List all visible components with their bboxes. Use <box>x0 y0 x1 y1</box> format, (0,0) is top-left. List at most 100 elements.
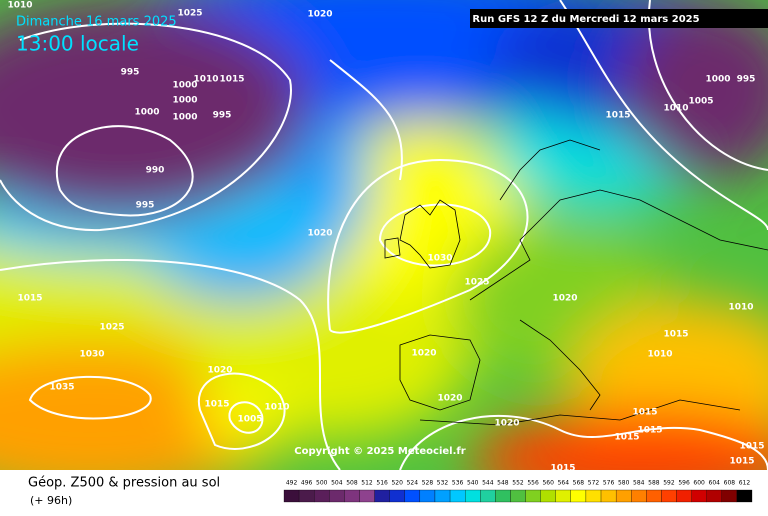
isobar-label: 1015 <box>17 294 42 304</box>
legend-swatch <box>389 489 405 503</box>
legend-swatch <box>615 489 632 503</box>
isobar-label: 1005 <box>688 97 713 107</box>
legend-label: 560 <box>542 480 554 487</box>
legend-label: 584 <box>633 480 645 487</box>
isobar-label: 1010 <box>264 403 289 413</box>
isobar-label: 1010 <box>193 75 218 85</box>
isobar-label: 1015 <box>219 75 244 85</box>
date-label: Dimanche 16 mars 2025 <box>16 15 177 30</box>
legend-label: 524 <box>407 480 419 487</box>
isobar-label: 1000 <box>134 108 159 118</box>
legend-swatch <box>465 489 481 503</box>
legend-swatch <box>480 489 496 503</box>
legend-swatch <box>676 489 692 503</box>
time-label: 13:00 locale <box>16 32 139 56</box>
legend-swatch <box>540 489 556 503</box>
legend-label: 576 <box>603 480 615 487</box>
legend-swatch <box>525 489 541 503</box>
legend-swatch <box>298 489 315 503</box>
coastline <box>499 139 601 201</box>
isobar-line <box>378 203 492 267</box>
legend-label: 588 <box>648 480 660 487</box>
isobar-label: 1015 <box>614 433 639 443</box>
legend-label: 604 <box>709 480 721 487</box>
legend-label: 520 <box>391 480 403 487</box>
legend-swatch <box>585 489 602 503</box>
isobar-line <box>56 125 194 217</box>
legend-label: 600 <box>693 480 705 487</box>
isobar-label: 1015 <box>632 408 657 418</box>
coastline <box>519 319 601 411</box>
isobar-label: 1000 <box>172 113 197 123</box>
isobar-label: 995 <box>213 111 232 121</box>
legend-label: 504 <box>331 480 343 487</box>
legend-label: 548 <box>497 480 509 487</box>
coastline <box>399 334 481 411</box>
isobar-label: 1015 <box>204 400 229 410</box>
legend-label: 612 <box>739 480 751 487</box>
legend-swatch <box>661 489 677 503</box>
legend-label: 580 <box>618 480 630 487</box>
legend-swatch <box>434 489 451 503</box>
isobar-label: 995 <box>737 75 756 85</box>
isobar-label: 1010 <box>663 104 688 114</box>
isobar-line <box>329 59 403 181</box>
legend-label: 508 <box>346 480 358 487</box>
legend-swatch <box>329 489 345 503</box>
legend-swatch <box>359 489 375 503</box>
legend-label: 564 <box>558 480 570 487</box>
legend-swatch <box>404 489 421 503</box>
isobar-label: 1005 <box>237 415 262 425</box>
legend-label: 512 <box>361 480 373 487</box>
legend-swatch <box>283 489 300 503</box>
legend-label: 516 <box>376 480 388 487</box>
isobar-label: 1010 <box>7 1 32 11</box>
isobar-label: 1010 <box>728 303 753 313</box>
coastlines <box>384 139 768 426</box>
isobar-label: 990 <box>146 166 165 176</box>
isobar-label: 1000 <box>172 96 197 106</box>
coastline <box>399 199 461 269</box>
legend-swatch <box>736 489 753 503</box>
coastline <box>419 399 741 426</box>
legend-label: 496 <box>301 480 313 487</box>
isobar-label: 1025 <box>99 323 124 333</box>
legend-swatch <box>570 489 587 503</box>
isobar-label: 1010 <box>647 350 672 360</box>
legend-swatch <box>600 489 617 503</box>
legend-label: 528 <box>422 480 434 487</box>
legend-swatch <box>449 489 466 503</box>
isobar-label: 1015 <box>550 464 575 474</box>
legend-swatch <box>691 489 707 503</box>
isobar-line <box>28 375 152 420</box>
isobar-label: 995 <box>121 68 140 78</box>
legend-label: 596 <box>678 480 690 487</box>
legend-label: 568 <box>573 480 585 487</box>
legend-swatch <box>706 489 722 503</box>
isobar-label: 1025 <box>177 9 202 19</box>
isobar-label: 1020 <box>552 294 577 304</box>
legend-label: 556 <box>527 480 539 487</box>
isobar-label: 1000 <box>705 75 730 85</box>
isobar-label: 1015 <box>637 426 662 436</box>
isobar-line <box>399 414 768 470</box>
legend-label: 608 <box>724 480 736 487</box>
isobar-label: 1015 <box>605 111 630 121</box>
run-label: Run GFS 12 Z du Mercredi 12 mars 2025 <box>472 14 699 25</box>
isobar-line <box>647 0 768 171</box>
legend-label: 572 <box>588 480 600 487</box>
isobar-label: 1020 <box>494 419 519 429</box>
coastline <box>469 189 768 301</box>
legend-swatch <box>419 489 436 503</box>
isobar-line <box>327 158 529 334</box>
isobar-label: 1030 <box>79 350 104 360</box>
legend-swatch <box>495 489 511 503</box>
isobar-line <box>0 259 341 470</box>
isobars <box>0 0 768 470</box>
isobar-label: 1020 <box>437 394 462 404</box>
isobar-line <box>197 372 286 450</box>
legend-swatch <box>314 489 330 503</box>
